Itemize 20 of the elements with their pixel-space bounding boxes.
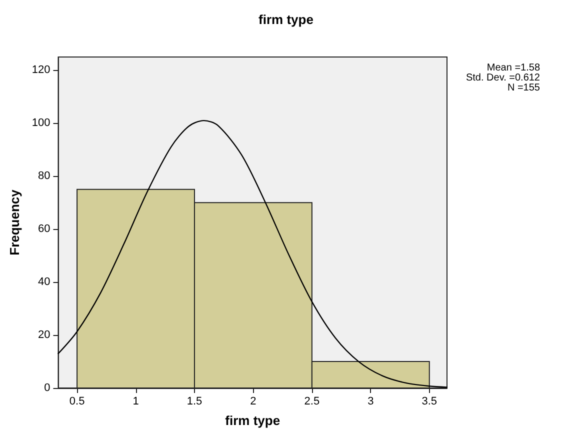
text: Mean =1.58 <box>486 62 540 74</box>
x-tick-label: 2.5 <box>304 396 320 408</box>
y-tick-label: 20 <box>38 329 50 342</box>
x-tick-label: 3.5 <box>422 396 438 408</box>
x-tick-label: 2 <box>250 396 256 408</box>
y-tick-label: 60 <box>38 223 50 236</box>
x-tick-label: 1 <box>132 396 139 408</box>
y-tick-label: 80 <box>38 170 50 182</box>
y-tick-label: 120 <box>32 64 50 76</box>
text: N =155 <box>507 82 540 94</box>
y-tick-label: 40 <box>38 276 50 288</box>
x-axis-title: firm type <box>225 413 280 428</box>
x-tick-label: 0.5 <box>69 396 85 408</box>
y-axis-title: Frequency <box>7 188 22 256</box>
x-tick-label: 3 <box>368 396 374 408</box>
y-tick-label: 100 <box>32 117 50 130</box>
chart-title: firm type <box>258 12 314 27</box>
text: Std. Dev. =0.612 <box>466 72 540 84</box>
x-tick-label: 1.5 <box>186 396 202 408</box>
y-tick-label: 0 <box>44 382 50 394</box>
